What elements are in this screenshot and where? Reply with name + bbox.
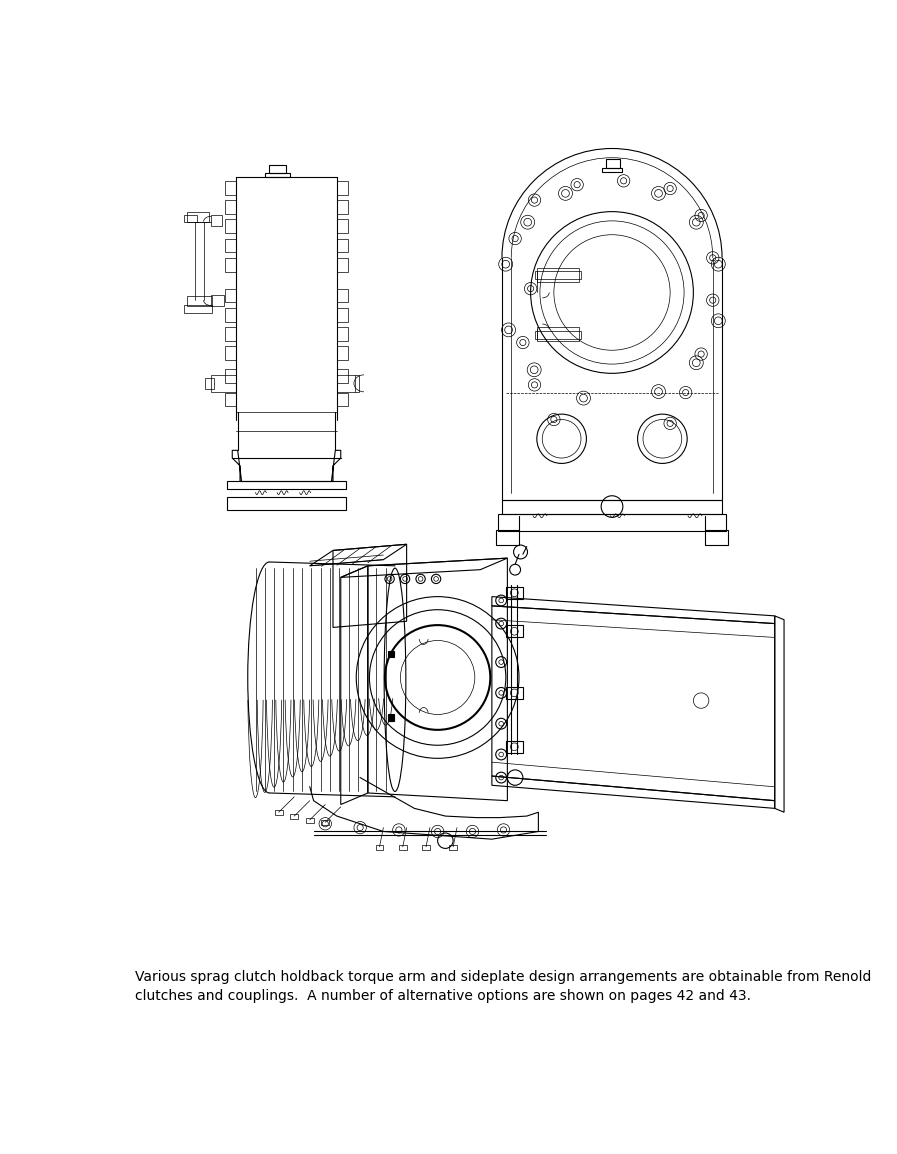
Bar — [506, 586, 523, 599]
Bar — [212, 294, 223, 306]
Bar — [496, 530, 519, 545]
Bar — [605, 158, 620, 167]
Bar — [506, 687, 523, 699]
Bar — [225, 369, 236, 383]
Bar — [449, 846, 457, 850]
Bar — [265, 173, 290, 177]
Bar — [225, 288, 236, 302]
Bar — [225, 257, 236, 271]
Bar — [227, 496, 346, 510]
Bar — [506, 741, 523, 752]
Bar — [187, 295, 212, 306]
Bar — [337, 200, 348, 213]
Bar — [337, 369, 348, 383]
Bar — [184, 305, 212, 313]
Bar — [536, 268, 579, 282]
Bar — [269, 165, 286, 173]
Bar — [225, 308, 236, 322]
Bar — [536, 327, 579, 340]
Bar — [212, 216, 222, 226]
Bar — [187, 211, 209, 223]
Bar — [399, 846, 406, 850]
Bar — [705, 530, 728, 545]
Bar — [225, 327, 236, 340]
Bar — [337, 288, 348, 302]
Bar — [225, 200, 236, 213]
Bar — [337, 239, 348, 253]
Bar — [337, 375, 359, 392]
Bar — [184, 215, 196, 223]
Bar — [212, 375, 236, 392]
Bar — [337, 392, 348, 406]
Bar — [506, 625, 523, 637]
Bar — [205, 379, 214, 389]
Bar — [225, 239, 236, 253]
Bar — [321, 820, 329, 825]
Bar — [225, 219, 236, 233]
Bar — [337, 219, 348, 233]
Bar — [227, 481, 346, 489]
Bar — [422, 846, 430, 850]
Bar — [225, 181, 236, 195]
Bar — [388, 714, 394, 720]
Bar — [337, 327, 348, 340]
Bar — [291, 814, 298, 819]
Bar — [376, 846, 383, 850]
Bar — [337, 346, 348, 360]
Bar — [337, 181, 348, 195]
Bar — [225, 392, 236, 406]
Bar — [535, 331, 581, 338]
Bar — [274, 810, 283, 816]
Bar — [337, 257, 348, 271]
Bar — [225, 346, 236, 360]
Bar — [388, 651, 394, 658]
Bar — [502, 501, 722, 515]
Bar — [337, 308, 348, 322]
Bar — [498, 515, 726, 531]
Bar — [602, 167, 623, 172]
Bar — [306, 818, 314, 823]
Text: clutches and couplings.  A number of alternative options are shown on pages 42 a: clutches and couplings. A number of alte… — [135, 989, 752, 1003]
Text: Various sprag clutch holdback torque arm and sideplate design arrangements are o: Various sprag clutch holdback torque arm… — [135, 971, 872, 984]
Bar — [535, 271, 581, 278]
